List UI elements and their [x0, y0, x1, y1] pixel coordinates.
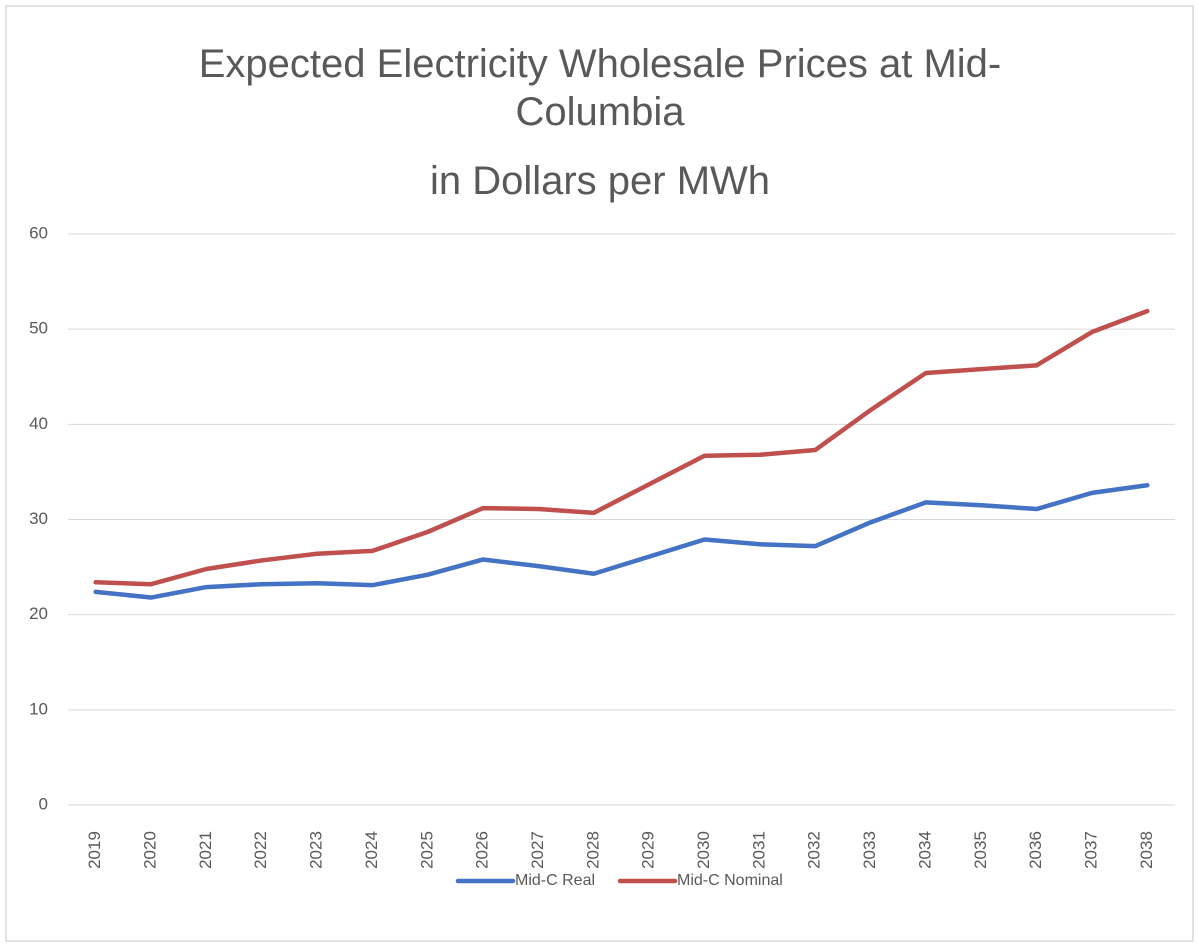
x-tick-label: 2034 — [915, 831, 934, 869]
x-tick-label: 2030 — [694, 831, 713, 869]
legend-label: Mid-C Real — [515, 872, 595, 889]
y-tick-label: 60 — [29, 223, 48, 242]
x-tick-label: 2022 — [251, 831, 270, 869]
x-tick-label: 2021 — [196, 831, 215, 869]
x-tick-label: 2032 — [805, 831, 824, 869]
x-tick-label: 2020 — [141, 831, 160, 869]
y-tick-label: 0 — [39, 794, 48, 813]
x-tick-label: 2028 — [583, 831, 602, 869]
legend-label: Mid-C Nominal — [677, 872, 783, 889]
x-tick-label: 2025 — [417, 831, 436, 869]
x-tick-label: 2026 — [473, 831, 492, 869]
chart-title: Expected Electricity Wholesale Prices at… — [198, 42, 1002, 134]
y-tick-label: 10 — [29, 699, 48, 718]
chart-subtitle: in Dollars per MWh — [429, 159, 771, 203]
x-tick-label: 2033 — [860, 831, 879, 869]
y-tick-label: 40 — [29, 414, 48, 433]
y-tick-label: 20 — [29, 604, 48, 623]
x-tick-label: 2029 — [639, 831, 658, 869]
x-tick-label: 2023 — [307, 831, 326, 869]
line-series — [93, 308, 1150, 587]
y-tick-label: 50 — [29, 319, 48, 338]
x-tick-label: 2037 — [1081, 831, 1100, 869]
line-series — [93, 482, 1150, 600]
x-tick-label: 2019 — [85, 831, 104, 869]
x-tick-label: 2036 — [1026, 831, 1045, 869]
x-tick-label: 2035 — [971, 831, 990, 869]
x-tick-label: 2024 — [362, 831, 381, 869]
x-tick-label: 2031 — [749, 831, 768, 869]
x-tick-label: 2027 — [528, 831, 547, 869]
chart-border — [5, 5, 1194, 942]
y-tick-label: 30 — [29, 509, 48, 528]
x-tick-label: 2038 — [1137, 831, 1156, 869]
